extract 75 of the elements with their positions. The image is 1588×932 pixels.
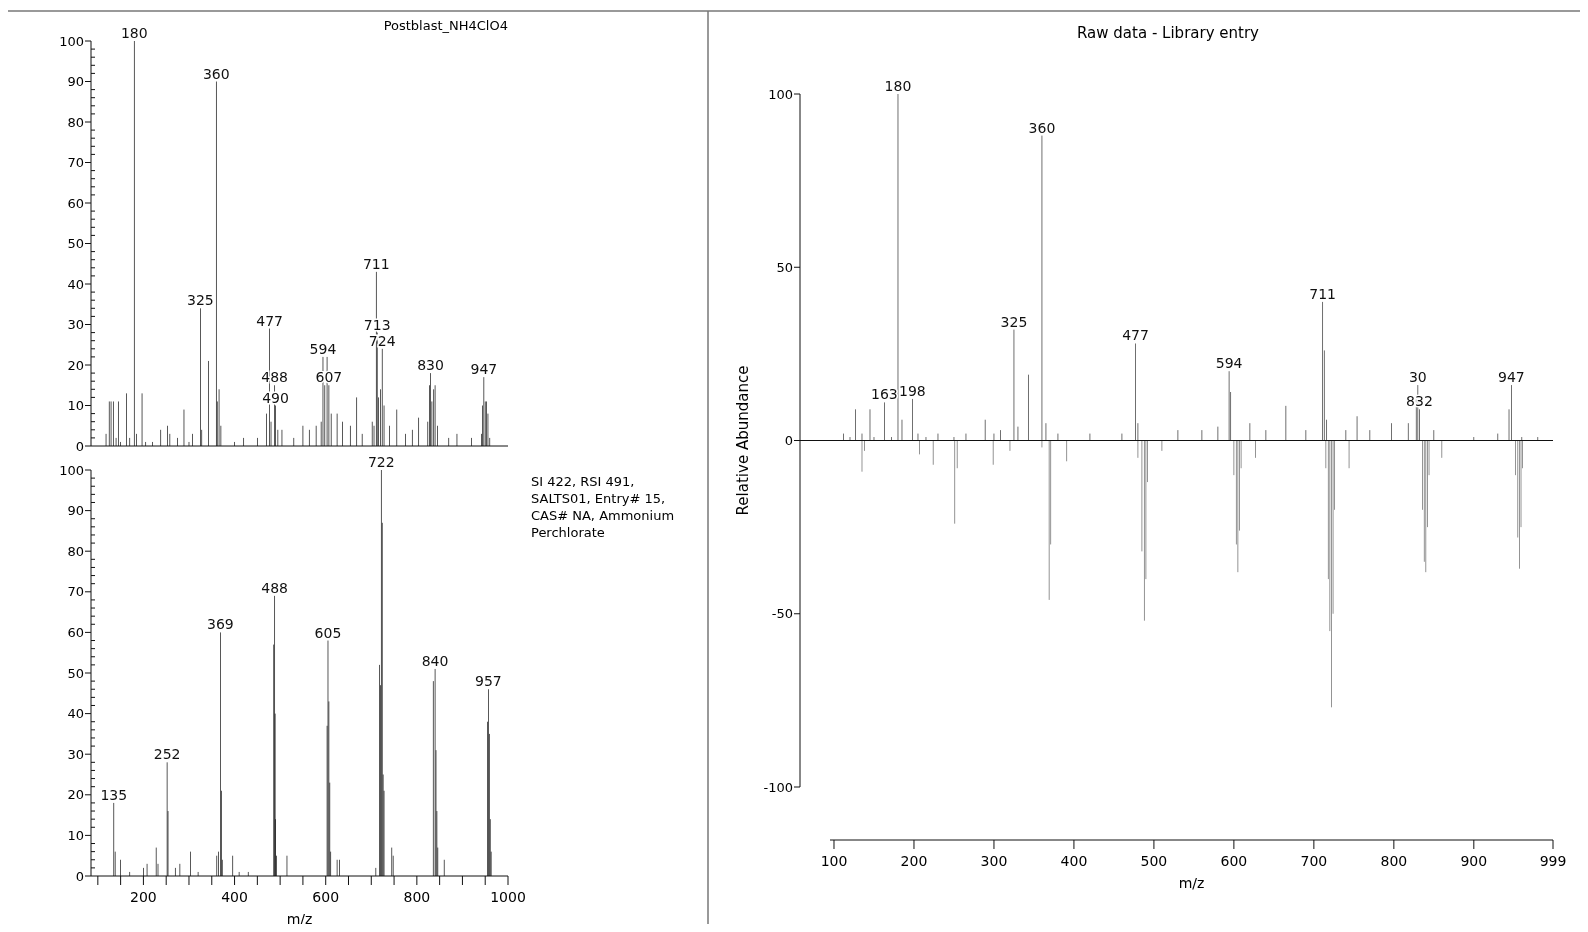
y-tick-label: 60 — [67, 195, 84, 211]
x-tick-label: 400 — [221, 889, 248, 905]
annotation: 135 — [100, 786, 128, 803]
annotation: 198 — [899, 382, 926, 399]
x-tick-label: 700 — [1300, 853, 1328, 869]
y-tick-label: 70 — [67, 584, 84, 600]
y-tick-label: 50 — [776, 259, 793, 275]
annotation: 325 — [1000, 313, 1028, 330]
y-tick-label: 0 — [784, 433, 793, 449]
annotation: 711 — [1309, 285, 1337, 302]
y-tick-label: -100 — [763, 779, 793, 795]
annotation: 360 — [1028, 119, 1056, 136]
y-tick-label: 100 — [768, 86, 793, 102]
annotation: 830 — [417, 357, 444, 374]
annotation: 594 — [309, 340, 337, 357]
x-tick-label: 300 — [980, 853, 1008, 869]
annotation: 488 — [261, 579, 289, 596]
y-tick-label: 0 — [75, 868, 84, 884]
y-tick-label: 30 — [67, 746, 84, 762]
annotation: 947 — [470, 361, 498, 378]
y-tick-label: 40 — [67, 276, 84, 292]
annotation: 360 — [202, 65, 230, 82]
x-tick-label: 900 — [1460, 853, 1488, 869]
annotation: 252 — [153, 746, 181, 763]
y-tick-label: 40 — [67, 706, 84, 722]
y-tick-label: 80 — [67, 543, 84, 559]
annotation: 832 — [1406, 393, 1433, 410]
annotation: 947 — [1498, 369, 1525, 386]
x-tick-label: 800 — [1380, 853, 1408, 869]
y-tick-label: 60 — [67, 624, 84, 640]
y-tick-label: 10 — [67, 827, 84, 843]
annotation: 163 — [871, 386, 898, 403]
x-tick-label: 600 — [1220, 853, 1248, 869]
y-tick-label: 20 — [67, 357, 84, 373]
y-tick-label: 0 — [75, 438, 84, 454]
x-tick-label: 600 — [312, 889, 340, 905]
y-tick-label: -50 — [771, 606, 793, 622]
y-axis-title: Relative Abundance — [734, 365, 752, 516]
annotation: 594 — [1215, 355, 1243, 372]
x-tick-label: 100 — [820, 853, 848, 869]
y-tick-label: 70 — [67, 155, 84, 171]
annotation: 477 — [1122, 327, 1149, 344]
x-tick-label: 400 — [1060, 853, 1088, 869]
y-tick-label: 10 — [67, 398, 84, 414]
x-tick-label: 200 — [130, 889, 157, 905]
y-tick-label: 80 — [67, 114, 84, 130]
y-tick-label: 100 — [59, 462, 84, 478]
chart-title: Postblast_NH4ClO4 — [383, 18, 508, 33]
text: SI 422, RSI 491, SALTS01, Entry# 15, CAS# NA, Ammonium Perchlorate — [531, 474, 675, 540]
x-axis-title: m/z — [1178, 875, 1205, 891]
x-tick-label: 800 — [403, 889, 431, 905]
x-tick-label: 999 — [1539, 853, 1567, 869]
annotation: 369 — [207, 616, 234, 633]
annotation: 477 — [256, 312, 284, 329]
annotation: 607 — [315, 369, 343, 386]
annotation: 30 — [1408, 369, 1427, 386]
x-tick-label: 200 — [900, 853, 928, 869]
annotation: 722 — [367, 454, 395, 470]
y-tick-label: 90 — [67, 74, 84, 90]
y-tick-label: 90 — [67, 503, 84, 519]
annotation: 957 — [475, 673, 502, 690]
annotation: 605 — [314, 624, 342, 641]
y-tick-label: 50 — [67, 665, 84, 681]
chart-title: Raw data - Library entry — [1077, 24, 1260, 42]
annotation: 840 — [421, 652, 449, 669]
annotation: 180 — [120, 25, 148, 41]
y-tick-label: 50 — [67, 236, 84, 252]
x-tick-label: 1000 — [490, 889, 526, 905]
y-tick-label: 30 — [67, 317, 84, 333]
x-tick-label: 500 — [1140, 853, 1168, 869]
y-tick-label: 20 — [67, 787, 84, 803]
annotation: 180 — [884, 78, 912, 94]
annotation: 711 — [362, 255, 390, 272]
annotation: 325 — [187, 292, 214, 309]
y-tick-label: 100 — [59, 33, 84, 49]
